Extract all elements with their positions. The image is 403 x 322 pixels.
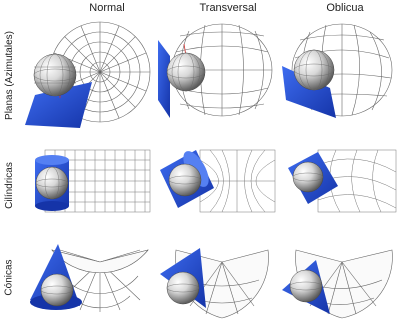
projection-cylinder-icon [288, 152, 338, 204]
globe-icon [33, 53, 77, 97]
column-label-oblicua: Oblicua [326, 2, 364, 14]
globe-icon [293, 49, 335, 91]
globe-icon [166, 52, 206, 92]
column-label-transversal: Transversal [199, 2, 257, 14]
projection-cone-icon [160, 248, 206, 308]
projection-cylinder-icon [160, 150, 214, 208]
projection-cone-icon [282, 260, 330, 314]
projection-cone-icon [30, 244, 82, 310]
projection-cylinder-icon [35, 155, 69, 211]
cylindrical-grid-transversal [199, 149, 276, 213]
azimuthal-grid-transversal [171, 23, 273, 117]
plane-oblicua [282, 66, 336, 118]
column-label-normal: Normal [89, 2, 125, 14]
